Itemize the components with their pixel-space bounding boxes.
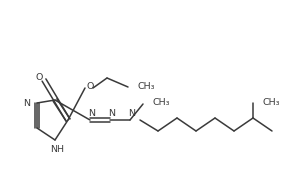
Text: CH₃: CH₃ — [153, 97, 171, 107]
Text: O: O — [86, 82, 94, 90]
Text: N: N — [109, 108, 116, 117]
Text: N: N — [88, 108, 95, 117]
Text: N: N — [129, 108, 136, 117]
Text: CH₃: CH₃ — [263, 97, 281, 107]
Text: N: N — [23, 98, 30, 107]
Text: CH₃: CH₃ — [138, 82, 155, 90]
Text: O: O — [35, 73, 43, 82]
Text: NH: NH — [50, 144, 64, 154]
